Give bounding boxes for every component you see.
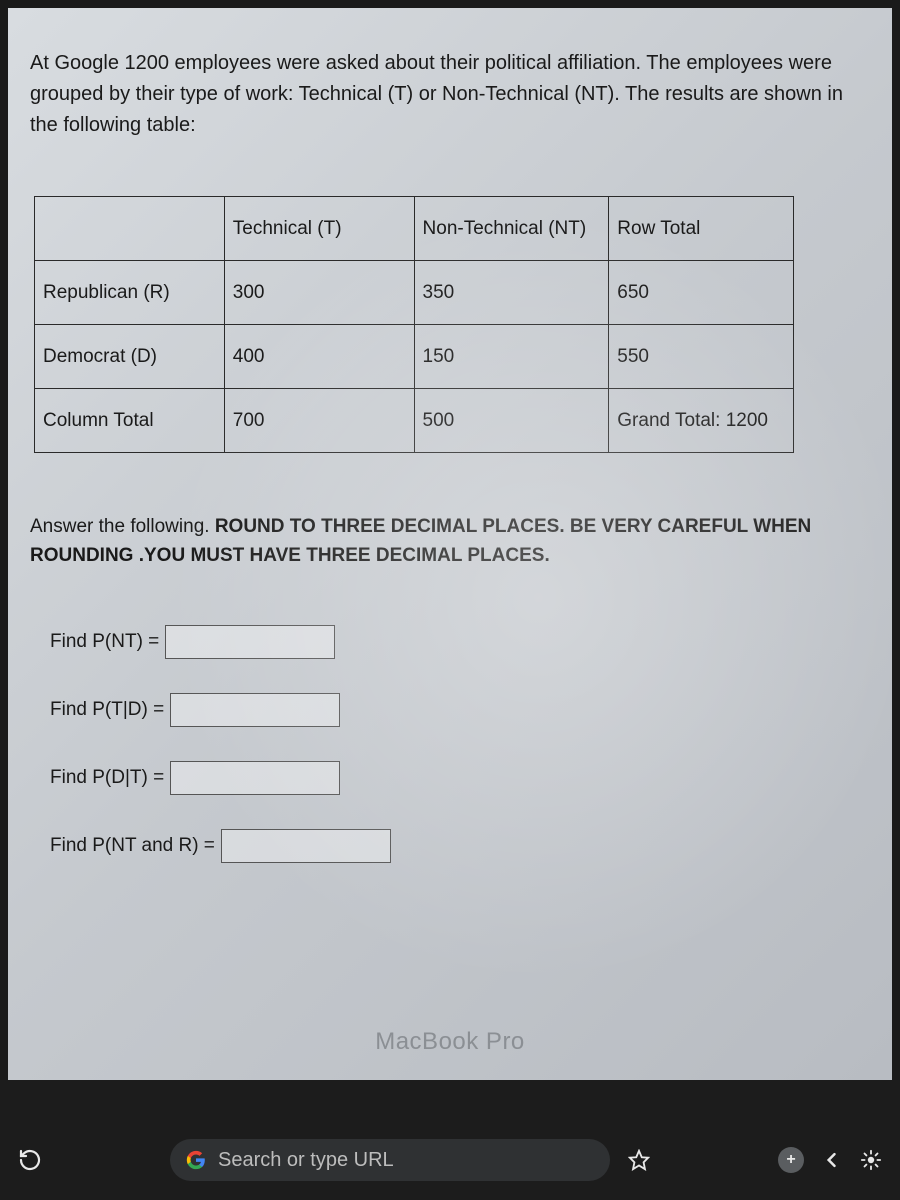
answer-label: Find P(NT) = (50, 631, 159, 653)
table-header-row: Technical (T) Non-Technical (NT) Row Tot… (35, 197, 794, 261)
answer-input-pnt[interactable] (165, 625, 335, 659)
browser-toolbar: Search or type URL + (0, 1120, 900, 1200)
omnibox-placeholder: Search or type URL (218, 1149, 394, 1172)
answer-input-ptd[interactable] (170, 693, 340, 727)
answer-input-pntr[interactable] (221, 829, 391, 863)
omnibox[interactable]: Search or type URL (170, 1139, 610, 1181)
answer-row: Find P(NT) = (50, 625, 870, 659)
answer-label: Find P(T|D) = (50, 699, 164, 721)
star-icon[interactable] (628, 1149, 650, 1171)
answer-label: Find P(NT and R) = (50, 835, 215, 857)
row-label: Democrat (D) (35, 325, 225, 389)
answers-block: Find P(NT) = Find P(T|D) = Find P(D|T) =… (50, 625, 870, 863)
contingency-table: Technical (T) Non-Technical (NT) Row Tot… (34, 196, 794, 453)
cell: 400 (224, 325, 414, 389)
cell: 350 (414, 261, 609, 325)
answer-input-pdt[interactable] (170, 761, 340, 795)
question-intro: At Google 1200 employees were asked abou… (30, 48, 870, 141)
google-g-icon (186, 1150, 206, 1170)
header-technical: Technical (T) (224, 197, 414, 261)
row-label: Column Total (35, 389, 225, 453)
header-blank (35, 197, 225, 261)
header-nontechnical: Non-Technical (NT) (414, 197, 609, 261)
cell: 700 (224, 389, 414, 453)
instruction-text: Answer the following. ROUND TO THREE DEC… (30, 513, 870, 570)
laptop-screen: At Google 1200 employees were asked abou… (0, 0, 900, 1080)
cell: Grand Total: 1200 (609, 389, 794, 453)
cell: 650 (609, 261, 794, 325)
answer-label: Find P(D|T) = (50, 767, 164, 789)
answer-row: Find P(T|D) = (50, 693, 870, 727)
plus-icon[interactable]: + (778, 1147, 804, 1173)
refresh-icon[interactable] (18, 1148, 42, 1172)
cell: 550 (609, 325, 794, 389)
cell: 300 (224, 261, 414, 325)
instruction-prefix: Answer the following. (30, 516, 215, 537)
brightness-icon[interactable] (860, 1149, 882, 1171)
table-row: Column Total 700 500 Grand Total: 1200 (35, 389, 794, 453)
table-row: Republican (R) 300 350 650 (35, 261, 794, 325)
table-row: Democrat (D) 400 150 550 (35, 325, 794, 389)
laptop-brand-label: MacBook Pro (8, 1028, 892, 1056)
answer-row: Find P(NT and R) = (50, 829, 870, 863)
row-label: Republican (R) (35, 261, 225, 325)
cell: 500 (414, 389, 609, 453)
laptop-bezel (0, 1080, 900, 1120)
answer-row: Find P(D|T) = (50, 761, 870, 795)
cell: 150 (414, 325, 609, 389)
chevron-left-icon[interactable] (822, 1148, 842, 1172)
header-rowtotal: Row Total (609, 197, 794, 261)
